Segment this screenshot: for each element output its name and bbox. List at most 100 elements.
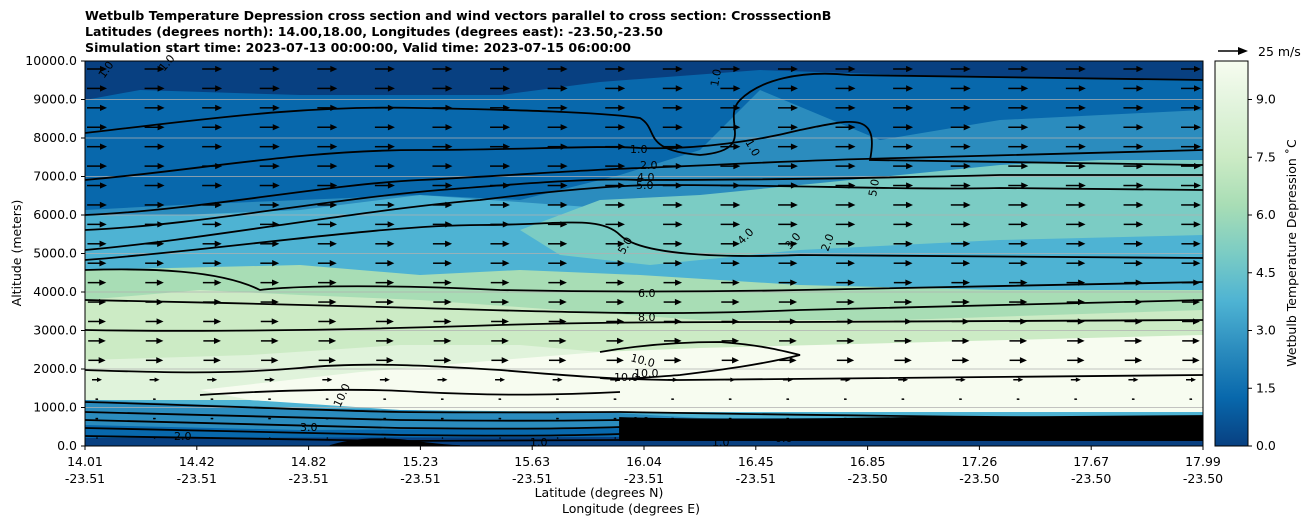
wind-vector bbox=[203, 337, 221, 345]
wind-vector bbox=[202, 104, 223, 111]
wind-vector bbox=[87, 260, 107, 267]
wind-vector bbox=[376, 357, 394, 364]
wind-vector-head bbox=[212, 377, 218, 382]
contour-line bbox=[619, 415, 1203, 441]
wind-vector bbox=[955, 377, 966, 382]
wind-vector bbox=[145, 357, 164, 364]
wind-vector-head bbox=[618, 124, 626, 131]
wind-vector-head bbox=[732, 318, 740, 325]
wind-vector-head bbox=[1077, 337, 1085, 345]
wind-vector bbox=[433, 357, 452, 364]
wind-vector-head bbox=[1078, 65, 1086, 73]
wind-vector bbox=[778, 240, 798, 247]
wind-vector bbox=[144, 124, 165, 131]
wind-vector bbox=[260, 260, 280, 267]
wind-vector bbox=[433, 279, 452, 286]
wind-vector-head bbox=[327, 417, 329, 420]
wind-vector bbox=[374, 65, 395, 73]
wind-vector-head bbox=[1133, 417, 1135, 420]
wind-vector-head bbox=[157, 260, 165, 267]
wind-vector bbox=[490, 260, 510, 267]
wind-vector bbox=[610, 377, 621, 382]
wind-vector bbox=[1066, 260, 1086, 267]
wind-vector-head bbox=[559, 318, 567, 325]
wind-vector-head bbox=[215, 124, 223, 131]
wind-vector bbox=[1123, 260, 1143, 267]
wind-vector-head bbox=[675, 65, 683, 73]
wind-vector bbox=[556, 437, 559, 439]
wind-vector bbox=[1181, 221, 1201, 228]
wind-vector-head bbox=[1078, 104, 1086, 111]
wind-vector-head bbox=[1020, 260, 1028, 267]
wind-vector bbox=[322, 377, 333, 382]
wind-vector-head bbox=[847, 357, 855, 364]
contour-line bbox=[85, 419, 1203, 431]
contour-label: 5.0 bbox=[636, 179, 654, 192]
wind-vector-head bbox=[560, 162, 568, 170]
wind-vector bbox=[490, 162, 511, 170]
wind-vector bbox=[606, 337, 625, 345]
wind-vector bbox=[326, 437, 329, 439]
wind-vector bbox=[1008, 85, 1029, 92]
wind-vector-head bbox=[733, 104, 741, 111]
quiver-key-arrowhead bbox=[1238, 47, 1248, 55]
wind-vector-head bbox=[330, 124, 338, 131]
contour-line bbox=[85, 268, 1203, 293]
wind-vector bbox=[441, 437, 444, 439]
wind-vector-head bbox=[1078, 260, 1086, 267]
wind-vector-head bbox=[154, 398, 157, 400]
y-tick-label: 0.0 bbox=[57, 438, 77, 453]
x-tick-label-longitude: -23.51 bbox=[177, 471, 217, 486]
wind-vector bbox=[145, 260, 165, 267]
wind-vector-head bbox=[733, 85, 741, 92]
wind-vector bbox=[1124, 337, 1143, 345]
wind-vector-head bbox=[214, 298, 222, 306]
wind-vector-head bbox=[1078, 124, 1086, 131]
wind-vector-head bbox=[963, 201, 971, 209]
wind-vector-head bbox=[157, 65, 165, 73]
wind-vector-head bbox=[790, 85, 798, 92]
wind-vector bbox=[1016, 417, 1020, 420]
wind-vector-head bbox=[1077, 298, 1085, 306]
wind-vector-head bbox=[329, 260, 337, 267]
wind-vector-head bbox=[502, 279, 510, 286]
wind-vector-head bbox=[503, 104, 511, 111]
wind-vector-head bbox=[97, 417, 99, 420]
wind-vector bbox=[1065, 124, 1086, 131]
wind-vector-head bbox=[99, 260, 107, 267]
wind-vector-head bbox=[503, 85, 511, 92]
wind-vector bbox=[662, 85, 683, 92]
wind-vector-head bbox=[906, 85, 914, 92]
wind-vector bbox=[87, 221, 107, 228]
wind-vector bbox=[720, 162, 741, 170]
wind-vector bbox=[1181, 143, 1201, 150]
wind-vector bbox=[1066, 221, 1086, 228]
wind-vector bbox=[317, 162, 338, 170]
wind-vector bbox=[317, 240, 337, 247]
contour-label: 2.0 bbox=[819, 232, 837, 253]
wind-vector bbox=[778, 279, 798, 286]
wind-vector bbox=[375, 221, 395, 228]
wind-vector-head bbox=[617, 318, 625, 325]
wind-vector-head bbox=[1193, 260, 1201, 267]
wind-vector bbox=[663, 221, 683, 228]
wind-vector-head bbox=[1192, 318, 1200, 325]
wind-vector-head bbox=[848, 85, 856, 92]
wind-vector bbox=[613, 417, 617, 420]
wind-vector-head bbox=[445, 85, 453, 92]
wind-vector-head bbox=[384, 377, 390, 382]
contour-label: 10.0 bbox=[629, 351, 656, 370]
wind-vector bbox=[662, 162, 683, 170]
wind-vector bbox=[432, 104, 453, 111]
wind-vector-head bbox=[618, 104, 626, 111]
wind-vector bbox=[1066, 279, 1086, 286]
wind-vector bbox=[951, 260, 971, 267]
x-tick-label-latitude: 15.63 bbox=[514, 454, 550, 469]
wind-vector bbox=[1008, 182, 1029, 189]
wind-vector bbox=[1132, 437, 1135, 439]
wind-vector bbox=[844, 398, 848, 400]
wind-vector bbox=[835, 182, 856, 189]
x-tick-label-latitude: 15.23 bbox=[403, 454, 439, 469]
wind-vector-head bbox=[789, 357, 797, 364]
